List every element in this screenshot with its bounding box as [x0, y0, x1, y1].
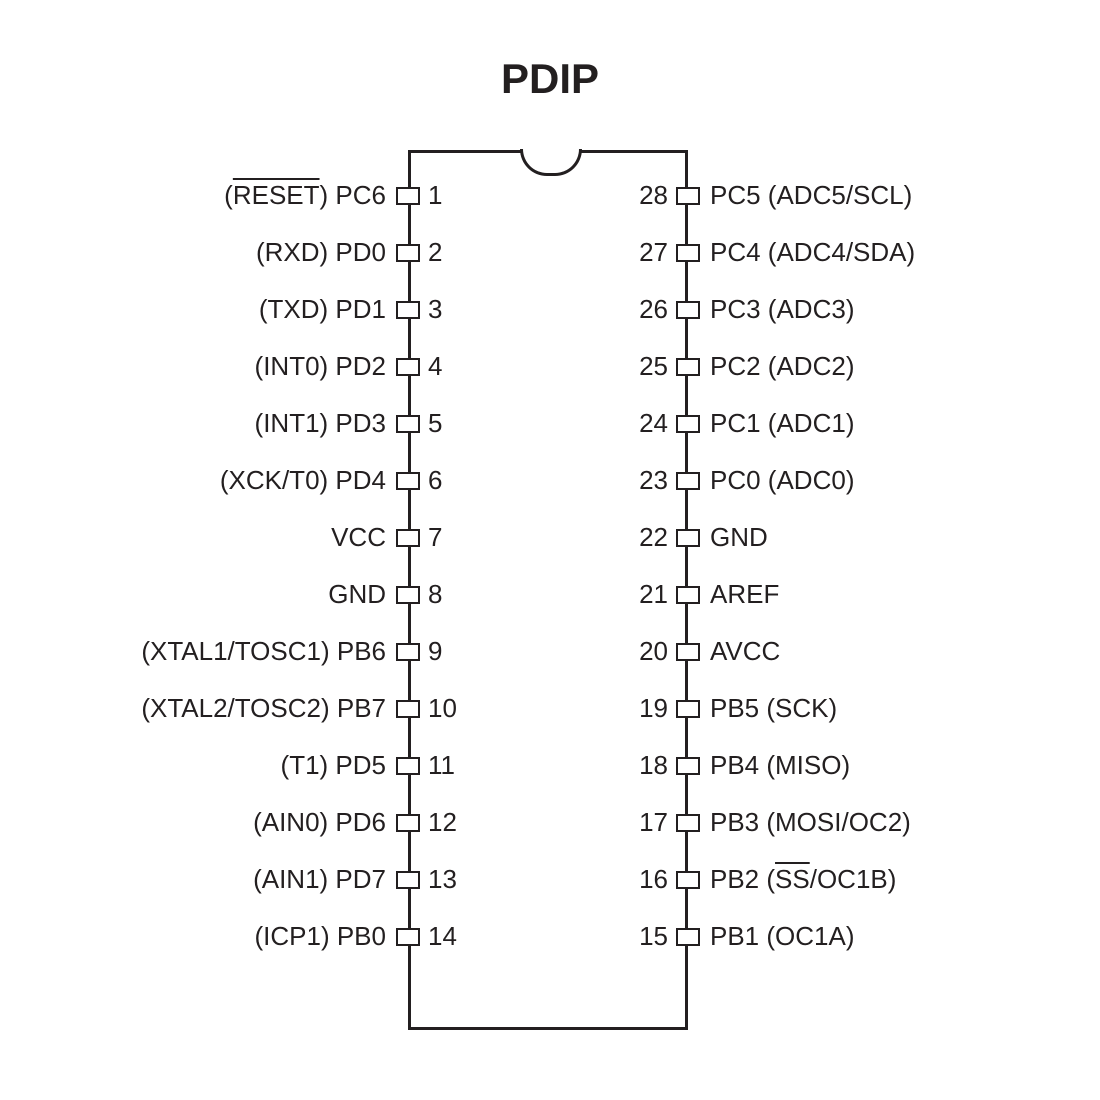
pin-number: 26	[0, 294, 668, 325]
pin-label-right: PC0 (ADC0)	[710, 465, 854, 496]
pin-pad	[676, 928, 700, 946]
pin-pad	[676, 415, 700, 433]
pin-pad	[676, 586, 700, 604]
pin-label-right: PC4 (ADC4/SDA)	[710, 237, 915, 268]
pin-number: 19	[0, 693, 668, 724]
pin-number: 15	[0, 921, 668, 952]
pin-number: 23	[0, 465, 668, 496]
pin-label-right: PB1 (OC1A)	[710, 921, 855, 952]
pin-pad	[676, 757, 700, 775]
pinout-diagram: PDIP 1(RESET) PC62(RXD) PD03(TXD) PD14(I…	[0, 0, 1100, 1100]
pin-number: 28	[0, 180, 668, 211]
pin-number: 17	[0, 807, 668, 838]
pin-label-right: PC3 (ADC3)	[710, 294, 854, 325]
pin-number: 24	[0, 408, 668, 439]
pin-label-right: PB3 (MOSI/OC2)	[710, 807, 911, 838]
pin-number: 16	[0, 864, 668, 895]
pin-label-right: GND	[710, 522, 768, 553]
pin-pad	[676, 529, 700, 547]
pin-label-right: PC1 (ADC1)	[710, 408, 854, 439]
pin-number: 21	[0, 579, 668, 610]
pin-label-right: PB5 (SCK)	[710, 693, 837, 724]
pin-label-right: AREF	[710, 579, 779, 610]
pin-pad	[676, 472, 700, 490]
pin-pad	[676, 814, 700, 832]
pin-pad	[676, 301, 700, 319]
pin-label-right: PC2 (ADC2)	[710, 351, 854, 382]
pin-label-right: PB4 (MISO)	[710, 750, 850, 781]
pin-pad	[676, 187, 700, 205]
pin-pad	[676, 358, 700, 376]
pin-number: 22	[0, 522, 668, 553]
pin-number: 27	[0, 237, 668, 268]
pin-number: 18	[0, 750, 668, 781]
pin-pad	[676, 244, 700, 262]
package-title: PDIP	[0, 55, 1100, 103]
pin-pad	[676, 643, 700, 661]
pin-number: 25	[0, 351, 668, 382]
pin-label-right: PC5 (ADC5/SCL)	[710, 180, 912, 211]
pin-number: 20	[0, 636, 668, 667]
pin-pad	[676, 700, 700, 718]
pin-label-right: AVCC	[710, 636, 780, 667]
pin-label-right: PB2 (SS/OC1B)	[710, 864, 896, 895]
pin-pad	[676, 871, 700, 889]
